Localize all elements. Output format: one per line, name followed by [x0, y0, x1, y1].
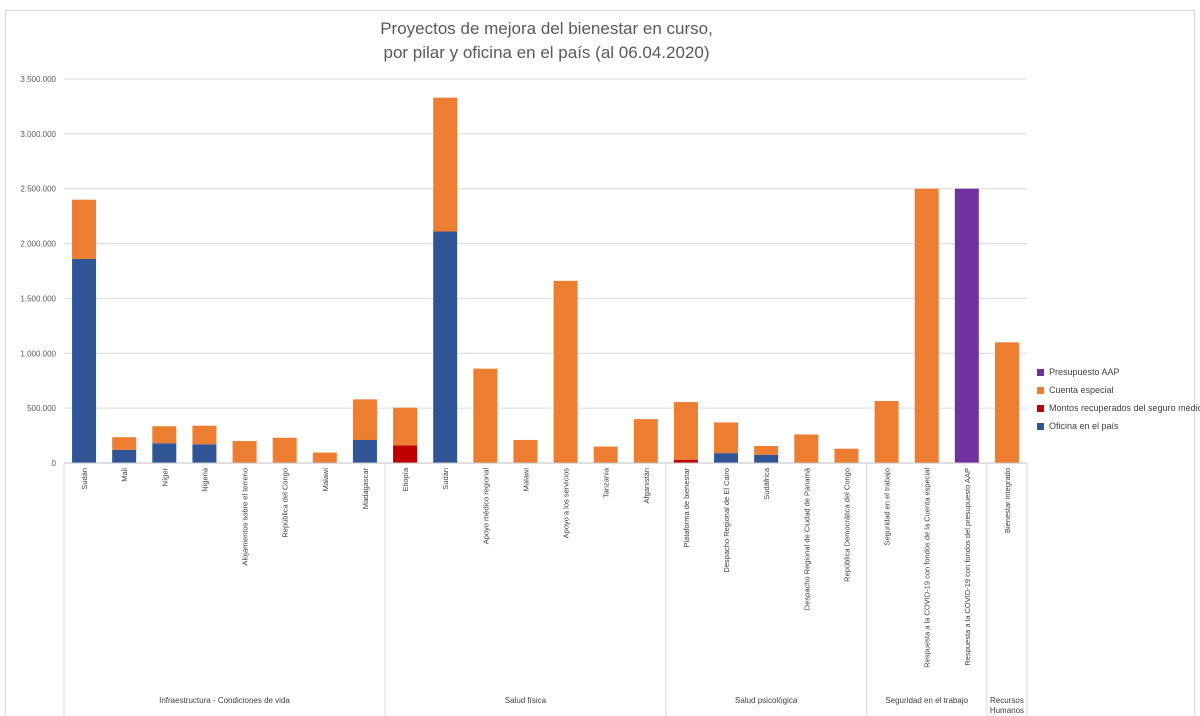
- legend-swatch: [1037, 368, 1044, 376]
- group-label: Recursos: [990, 696, 1024, 705]
- x-tick-label: Malawi: [521, 468, 530, 492]
- x-tick-label: Plataforma de bienestar: [682, 468, 691, 548]
- x-tick-label: Sudáfrica: [762, 467, 771, 500]
- legend-item: Montos recuperados del seguro médico: [1037, 399, 1200, 417]
- chart-title-line1: Proyectos de mejora del bienestar en cur…: [380, 19, 713, 38]
- bar-segment: [232, 441, 257, 463]
- chart-frame: [5, 10, 1195, 716]
- group-label: Humanos: [990, 706, 1024, 715]
- x-tick-label: Despacho Regional de El Cairo: [722, 468, 731, 573]
- group-label: Salud psicológica: [735, 696, 798, 705]
- x-tick-label: Respuesta a la COVID-19 con fondos del p…: [963, 468, 972, 666]
- x-tick-label: Seguridad en el trabajo: [883, 468, 892, 546]
- y-tick-label: 1.000.000: [20, 349, 56, 358]
- bar-segment: [874, 401, 899, 463]
- bar-segment: [473, 368, 498, 463]
- bar-segment: [834, 448, 859, 463]
- group-label: Salud física: [505, 696, 547, 705]
- bar-segment: [112, 449, 137, 463]
- x-tick-label: República Democrática del Congo: [842, 468, 851, 582]
- x-tick-label: Despacho Regional de Ciudad de Panamá: [802, 467, 811, 610]
- bar-segment: [754, 454, 779, 463]
- x-tick-label: Malawi: [321, 468, 330, 492]
- x-tick-label: Sudán: [80, 468, 89, 490]
- x-tick-label: Alojamientos sobre el terreno: [241, 468, 250, 566]
- x-tick-label: Apoyo médico regional: [481, 468, 490, 545]
- legend-swatch: [1037, 386, 1044, 394]
- bar-segment: [673, 402, 698, 460]
- bar-segment: [192, 425, 217, 445]
- bar-segment: [72, 199, 97, 259]
- bar-segment: [433, 97, 458, 232]
- legend-label: Montos recuperados del seguro médico: [1049, 403, 1200, 413]
- bar-segment: [352, 399, 377, 440]
- x-tick-label: Mali: [120, 468, 129, 482]
- bar-segment: [954, 188, 979, 463]
- x-tick-label: Sudán: [441, 468, 450, 490]
- bar-segment: [433, 231, 458, 463]
- bar-segment: [112, 437, 137, 450]
- y-tick-label: 1.500.000: [20, 294, 56, 303]
- bar-segment: [513, 439, 538, 463]
- legend-label: Cuenta especial: [1049, 385, 1114, 395]
- legend-label: Oficina en el país: [1049, 421, 1119, 431]
- bar-segment: [754, 445, 779, 455]
- y-tick-label: 3.000.000: [20, 130, 56, 139]
- bar-segment: [673, 459, 698, 463]
- bar-segment: [152, 426, 177, 444]
- bar-segment: [192, 444, 217, 463]
- legend-swatch: [1037, 422, 1044, 430]
- legend-item: Cuenta especial: [1037, 381, 1200, 399]
- legend-swatch: [1037, 404, 1044, 412]
- x-tick-label: Nigeria: [200, 467, 209, 492]
- bar-segment: [914, 188, 939, 463]
- y-tick-label: 2.000.000: [20, 240, 56, 249]
- y-tick-label: 500.000: [27, 404, 56, 413]
- legend-label: Presupuesto AAP: [1049, 367, 1120, 377]
- x-tick-label: Afganistán: [642, 468, 651, 503]
- bar-segment: [714, 453, 739, 463]
- bar-segment: [393, 407, 418, 446]
- chart-title-line2: por pilar y oficina en el país (al 06.04…: [383, 43, 710, 62]
- x-tick-label: Tanzania: [602, 467, 611, 498]
- legend-item: Presupuesto AAP: [1037, 363, 1200, 381]
- y-tick-label: 2.500.000: [20, 185, 56, 194]
- bar-segment: [994, 342, 1019, 463]
- bar-segment: [72, 258, 97, 463]
- bar-segment: [714, 422, 739, 454]
- bar-segment: [352, 439, 377, 463]
- x-tick-label: Etiopía: [401, 467, 410, 491]
- x-tick-label: Apoyo a los servicios: [562, 468, 571, 539]
- bar-segment: [312, 452, 337, 463]
- chart-title: Proyectos de mejora del bienestar en cur…: [0, 17, 1093, 65]
- bar-segment: [272, 437, 297, 463]
- bar-segment: [633, 419, 658, 463]
- x-tick-label: Madagascar: [361, 468, 370, 510]
- x-tick-label: Bienestar integrado: [1003, 468, 1012, 533]
- x-tick-label: Respuesta a la COVID-19 con fondos de la…: [923, 468, 932, 668]
- chart-legend: Presupuesto AAP Cuenta especial Montos rec…: [1037, 363, 1200, 435]
- legend-item: Oficina en el país: [1037, 417, 1200, 435]
- bar-segment: [794, 434, 819, 463]
- bar-segment: [393, 445, 418, 463]
- bar-segment: [553, 280, 578, 463]
- y-tick-label: 0: [52, 459, 57, 468]
- x-tick-label: República del Congo: [281, 468, 290, 538]
- x-tick-label: Níger: [160, 468, 169, 487]
- y-tick-label: 3.500.000: [20, 75, 56, 84]
- bar-segment: [593, 446, 618, 463]
- group-label: Infraestructura - Condiciones de vida: [159, 696, 290, 705]
- bar-segment: [152, 443, 177, 463]
- group-label: Seguridad en el trabajo: [885, 696, 968, 705]
